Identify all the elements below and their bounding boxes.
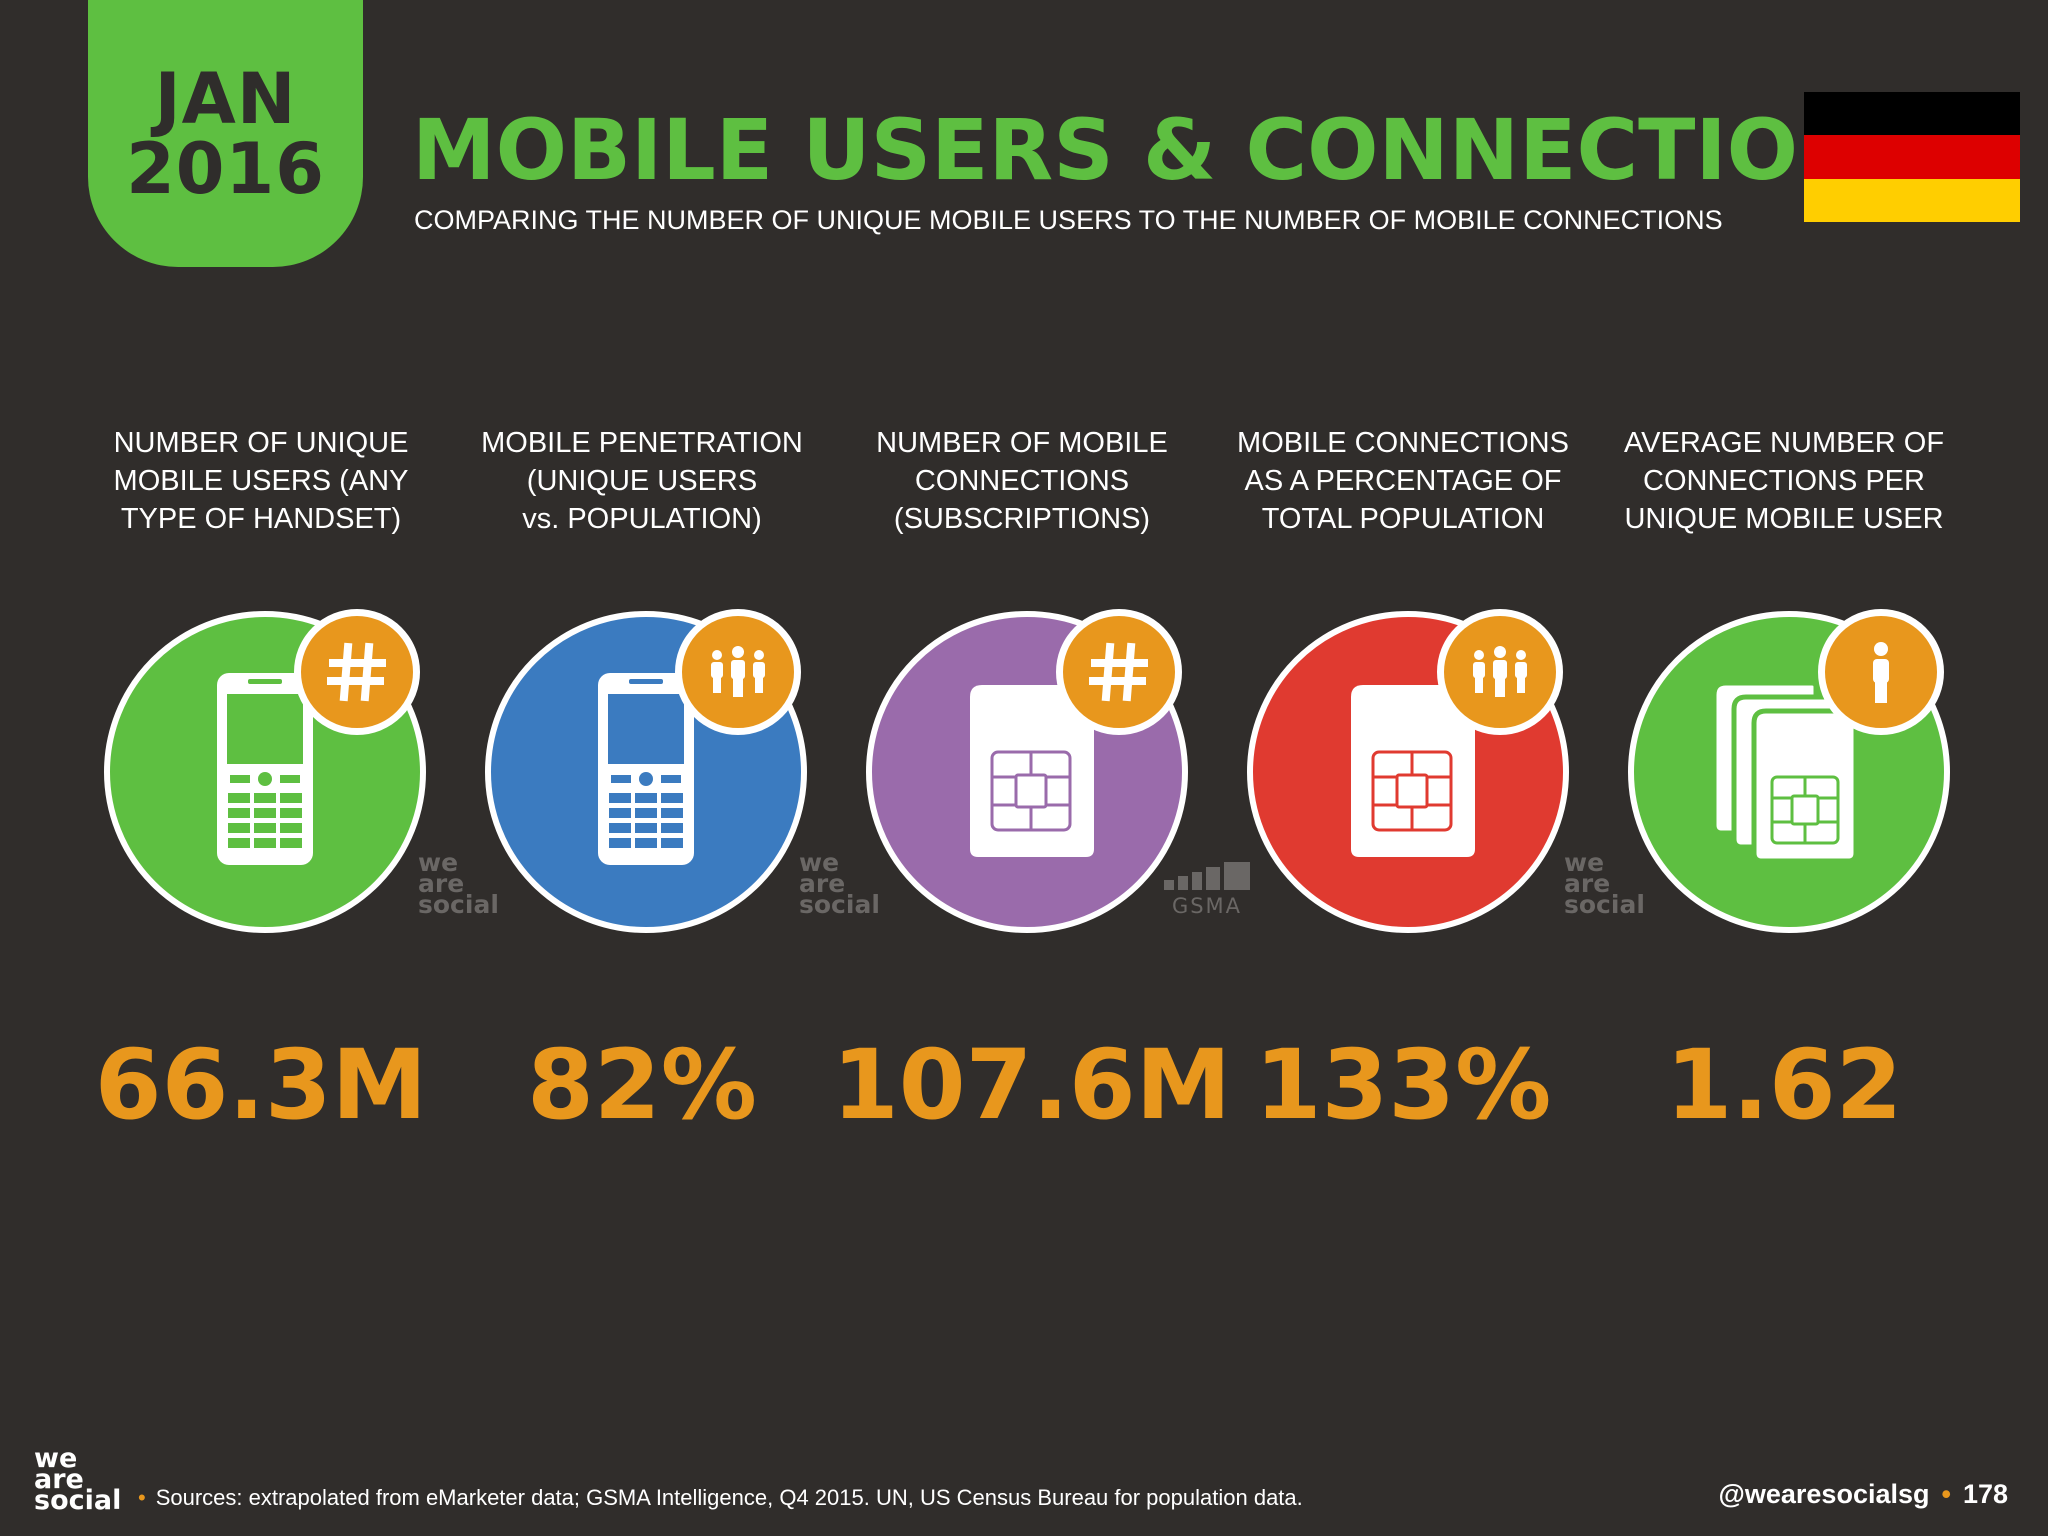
bullet-dot: • (1941, 1479, 1951, 1509)
stat-value-penetration: 82% (527, 1029, 757, 1141)
stat-value-unique-users: 66.3M (94, 1029, 428, 1141)
social-handle: @wearesocialsg (1718, 1479, 1930, 1509)
footer-sources: • Sources: extrapolated from eMarketer da… (138, 1484, 1303, 1512)
footer-handle: @wearesocialsg • 178 (1719, 1478, 2008, 1510)
gsma-bars-icon (1164, 862, 1250, 890)
date-tab: JAN 2016 (88, 0, 363, 267)
sim-card-icon (1351, 685, 1475, 857)
germany-flag-icon (1804, 92, 2020, 223)
date-month: JAN (154, 57, 297, 140)
stat-label-connections-pct: MOBILE CONNECTIONS AS A PERCENTAGE OF TO… (1237, 427, 1569, 535)
sim-card-icon (970, 685, 1094, 857)
stat-label-avg-connections: AVERAGE NUMBER OF CONNECTIONS PER UNIQUE… (1623, 427, 1945, 535)
stat-circle-penetration (485, 609, 807, 933)
people-icon (675, 609, 801, 735)
stat-label-penetration: MOBILE PENETRATION (UNIQUE USERS vs. POP… (481, 427, 803, 535)
gsma-logo: GSMA (1162, 862, 1252, 918)
flag-stripe-red (1804, 135, 2020, 179)
stat-value-connections-pct: 133% (1254, 1029, 1552, 1141)
footer-logo-we-are-social: we are social (34, 1443, 122, 1516)
gsma-text: GSMA (1171, 894, 1243, 918)
stat-value-connections: 107.6M (832, 1029, 1232, 1141)
sim-cards-stack-icon (1711, 680, 1859, 864)
stat-label-unique-users: NUMBER OF UNIQUE MOBILE USERS (ANY TYPE … (113, 427, 409, 535)
stat-circle-unique-users (104, 609, 426, 933)
mobile-phone-icon (598, 673, 694, 865)
hash-icon (294, 609, 420, 735)
stat-value-avg-connections: 1.62 (1665, 1029, 1903, 1141)
page-title: MOBILE USERS & CONNECTIONS (412, 101, 1929, 199)
date-year: 2016 (126, 127, 325, 210)
people-icon (1437, 609, 1563, 735)
sources-text: Sources: extrapolated from eMarketer dat… (155, 1485, 1303, 1510)
stat-circle-avg-connections (1628, 609, 1950, 933)
watermark-we-are-social: we are social (1564, 848, 1645, 919)
hash-icon (1056, 609, 1182, 735)
mobile-phone-icon (217, 673, 313, 865)
stat-label-connections: NUMBER OF MOBILE CONNECTIONS (SUBSCRIPTI… (876, 427, 1168, 535)
bullet-dot: • (138, 1485, 146, 1510)
page-subtitle: COMPARING THE NUMBER OF UNIQUE MOBILE US… (414, 205, 1723, 235)
stat-circle-connections (866, 609, 1188, 933)
flag-stripe-black (1804, 92, 2020, 136)
watermark-we-are-social: we are social (418, 848, 499, 919)
stat-circle-connections-pct (1247, 609, 1569, 933)
person-icon (1818, 609, 1944, 735)
watermark-we-are-social: we are social (799, 848, 880, 919)
page-number: 178 (1962, 1479, 2008, 1509)
flag-stripe-gold (1804, 178, 2020, 223)
